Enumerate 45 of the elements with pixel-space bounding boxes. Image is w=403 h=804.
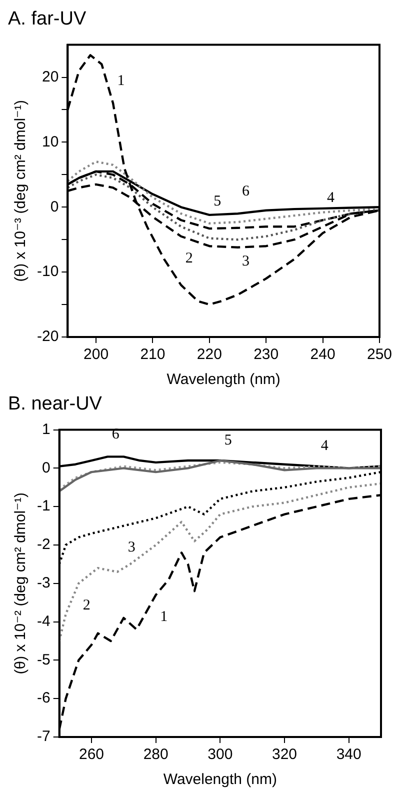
x-tick-label: 340 [336,746,362,764]
annotation: 2 [82,597,90,614]
y-tick-label: -5 [36,651,50,668]
annotation: 2 [185,250,193,266]
annotation: 4 [320,438,329,454]
y-tick-label: 10 [42,133,59,150]
x-tick-label: 230 [254,346,279,364]
x-axis-title: Wavelength (nm) [163,771,277,788]
annotation: 5 [224,432,232,448]
x-tick-label: 250 [366,346,392,364]
x-tick-label: 210 [140,346,166,364]
x-tick-label: 320 [272,746,298,764]
y-axis-title: (θ) x 10⁻³ (deg cm² dmol⁻¹) [12,100,30,282]
y-tick-label: -7 [36,728,50,746]
x-tick-label: 240 [310,346,336,364]
line-series [59,482,381,642]
y-tick-label: 1 [42,420,50,438]
x-tick-label: 220 [196,346,222,364]
chart-title: A. far-UV [8,8,86,30]
y-axis-title: (θ) x 10⁻² (deg cm² dmol⁻¹) [12,492,30,674]
y-tick-label: 20 [42,68,59,86]
y-tick-label: -1 [36,498,50,515]
x-tick-label: 300 [208,746,233,764]
line-series [68,174,380,241]
annotation: 5 [214,193,222,210]
y-tick-label: -20 [36,328,59,346]
x-tick-label: 260 [78,746,104,764]
x-axis-title: Wavelength (nm) [166,371,280,388]
line-series [68,160,380,224]
y-tick-label: -10 [36,263,59,280]
annotation: 3 [242,254,250,270]
chart-title: B. near-UV [8,394,102,415]
x-tick-label: 280 [143,746,168,764]
y-tick-label: 0 [50,198,59,216]
y-tick-label: -4 [36,612,50,630]
y-tick-label: 0 [42,459,50,476]
y-tick-label: -6 [36,690,50,707]
annotation: 6 [242,184,250,200]
annotation: 1 [160,608,168,625]
y-tick-label: -3 [36,574,50,592]
annotation: 1 [117,73,125,90]
annotation: 4 [327,190,336,206]
y-tick-label: -2 [36,536,50,554]
x-tick-label: 200 [84,346,109,364]
annotation: 3 [128,540,136,556]
